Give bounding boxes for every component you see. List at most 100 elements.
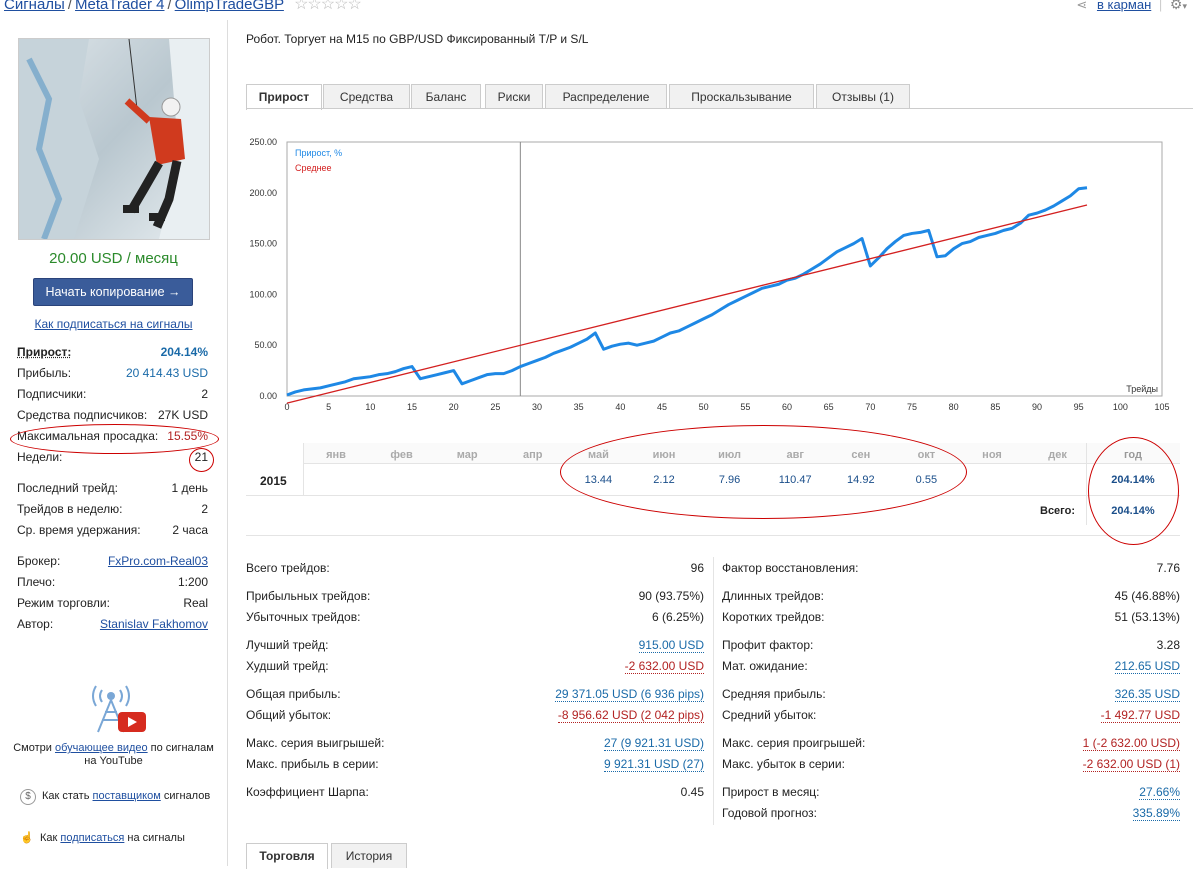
stat-label: Средняя прибыль:	[722, 687, 826, 701]
x-tick-label: 75	[907, 402, 917, 412]
tab-4[interactable]: Распределение	[545, 84, 667, 109]
stat-label: Коэффициент Шарпа:	[246, 785, 369, 799]
chevron-down-icon[interactable]: ▾	[1182, 1, 1187, 11]
youtube-icon[interactable]	[88, 672, 148, 734]
x-tick-label: 10	[365, 402, 375, 412]
x-tick-label: 0	[284, 402, 289, 412]
stat-label: Средний убыток:	[722, 708, 817, 722]
stat-value: -8 956.62 USD (2 042 pips)	[557, 708, 704, 723]
y-tick-label: 200.00	[249, 188, 277, 198]
start-copying-button[interactable]: Начать копирование →	[33, 278, 193, 306]
y-tick-label: 150.00	[249, 239, 277, 249]
stat-value: 27.66%	[1139, 785, 1180, 800]
video-text-1: Смотри	[13, 742, 55, 754]
sidebar-stat-row: Прибыль: 20 414.43 USD	[17, 366, 208, 382]
x-tick-label: 50	[699, 402, 709, 412]
stat-label: Коротких трейдов:	[722, 610, 825, 624]
x-tick-label: 20	[449, 402, 459, 412]
tab-3[interactable]: Риски	[485, 84, 543, 109]
gear-icon[interactable]: ⚙	[1169, 0, 1183, 12]
sidebar-stat-label: Брокер:	[17, 554, 61, 568]
bottom-tab-1[interactable]: История	[331, 843, 407, 868]
sidebar-stat-value: 2	[201, 387, 208, 401]
subscription-price: 20.00 USD / месяц	[49, 250, 178, 267]
sidebar-stat-label: Подписчики:	[17, 387, 87, 401]
x-tick-label: 95	[1074, 402, 1084, 412]
sidebar-stat-label: Режим торговли:	[17, 596, 110, 610]
share-icon[interactable]: ⋖	[1076, 0, 1088, 12]
stat-label: Прирост в месяц:	[722, 785, 820, 799]
sidebar-stat-value: Real	[183, 596, 208, 610]
total-label: Всего:	[1040, 505, 1075, 517]
x-tick-label: 65	[824, 402, 834, 412]
legend-entry: Прирост, %	[295, 148, 342, 158]
stat-value: 3.28	[1156, 638, 1180, 652]
sidebar-stat-value: 20 414.43 USD	[125, 366, 208, 380]
stat-row: Макс. прибыль в серии: 9 921.31 USD (27)	[246, 757, 704, 773]
breadcrumb-metatrader[interactable]: MetaTrader 4	[75, 0, 165, 13]
subscribe-text-1: Как	[40, 832, 61, 844]
tab-5[interactable]: Проскальзывание	[669, 84, 814, 109]
stat-value: 915.00 USD	[638, 638, 704, 653]
sidebar-stat-value: 27K USD	[157, 408, 208, 422]
signal-description: Робот. Торгует на M15 по GBP/USD Фиксиро…	[246, 32, 589, 46]
stat-value: -1 492.77 USD	[1100, 708, 1180, 723]
stat-row: Средний убыток: -1 492.77 USD	[722, 708, 1180, 724]
stat-label: Длинных трейдов:	[722, 589, 824, 603]
x-tick-label: 55	[740, 402, 750, 412]
tab-1[interactable]: Средства	[323, 84, 410, 109]
stat-value: -2 632.00 USD	[624, 659, 704, 674]
stat-value: 9 921.31 USD (27)	[603, 757, 704, 772]
x-tick-label: 5	[326, 402, 331, 412]
how-to-subscribe-label[interactable]: Как подписаться на сигналы	[34, 317, 193, 331]
sidebar-stat-label: Трейдов в неделю:	[17, 502, 123, 516]
x-tick-label: 45	[657, 402, 667, 412]
bottom-sep	[246, 535, 1180, 536]
x-tick-label: 35	[574, 402, 584, 412]
stat-row: Худший трейд: -2 632.00 USD	[246, 659, 704, 675]
bottom-tab-0[interactable]: Торговля	[246, 843, 328, 869]
sidebar-stat-label: Плечо:	[17, 575, 56, 589]
stat-row: Профит фактор: 3.28	[722, 638, 1180, 654]
sidebar-stat-value[interactable]: Stanislav Fakhomov	[99, 617, 208, 631]
sidebar-stat-value: 1:200	[177, 575, 208, 589]
breadcrumb-signals[interactable]: Сигналы	[4, 0, 65, 13]
rating-stars[interactable]: ☆☆☆☆☆	[294, 0, 362, 13]
video-link[interactable]: обучающее видео	[54, 742, 148, 754]
sidebar-stat-row: Прирост: 204.14%	[17, 345, 208, 361]
breadcrumb: Сигналы / MetaTrader 4/OlimpTradeGBP ☆☆☆☆☆	[4, 0, 362, 14]
legend-entry: Среднее	[295, 163, 332, 173]
x-tick-label: 40	[615, 402, 625, 412]
sidebar-stat-row: Брокер: FxPro.com-Real03	[17, 554, 208, 570]
sidebar-stat-label: Средства подписчиков:	[17, 408, 148, 422]
stat-label: Годовой прогноз:	[722, 806, 817, 820]
stat-label: Убыточных трейдов:	[246, 610, 361, 624]
sidebar-stat-value[interactable]: FxPro.com-Real03	[107, 554, 208, 568]
tab-6[interactable]: Отзывы (1)	[816, 84, 910, 109]
subscribe-link[interactable]: подписаться	[60, 832, 125, 844]
sidebar-stat-row: Автор: Stanislav Fakhomov	[17, 617, 208, 633]
annotation-ellipse-drawdown	[10, 424, 219, 454]
how-to-subscribe-link[interactable]: Как подписаться на сигналы	[0, 317, 227, 331]
stat-row: Макс. убыток в серии: -2 632.00 USD (1)	[722, 757, 1180, 773]
series-line-0	[286, 186, 1088, 397]
tab-divider	[246, 108, 1193, 109]
annotation-ellipse-months	[560, 425, 967, 519]
video-text-3: на YouTube	[84, 755, 143, 767]
stat-label: Худший трейд:	[246, 659, 329, 673]
sidebar-stat-label: Прибыль:	[17, 366, 72, 380]
cursor-hand-icon: ☝	[20, 832, 34, 844]
breadcrumb-signal-name[interactable]: OlimpTradeGBP	[174, 0, 284, 13]
tab-0[interactable]: Прирост	[246, 84, 322, 110]
pocket-link[interactable]: в карман	[1096, 0, 1152, 12]
stat-value: 326.35 USD	[1114, 687, 1180, 702]
stat-label: Прибыльных трейдов:	[246, 589, 371, 603]
stat-row: Общая прибыль: 29 371.05 USD (6 936 pips)	[246, 687, 704, 703]
sidebar-stat-value: 2 часа	[172, 523, 208, 537]
stat-value: 6 (6.25%)	[651, 610, 704, 624]
provider-link[interactable]: поставщиком	[92, 790, 161, 802]
tab-2[interactable]: Баланс	[411, 84, 481, 109]
stat-row: Средняя прибыль: 326.35 USD	[722, 687, 1180, 703]
x-tick-label: 100	[1113, 402, 1128, 412]
stat-value: 335.89%	[1132, 806, 1180, 821]
